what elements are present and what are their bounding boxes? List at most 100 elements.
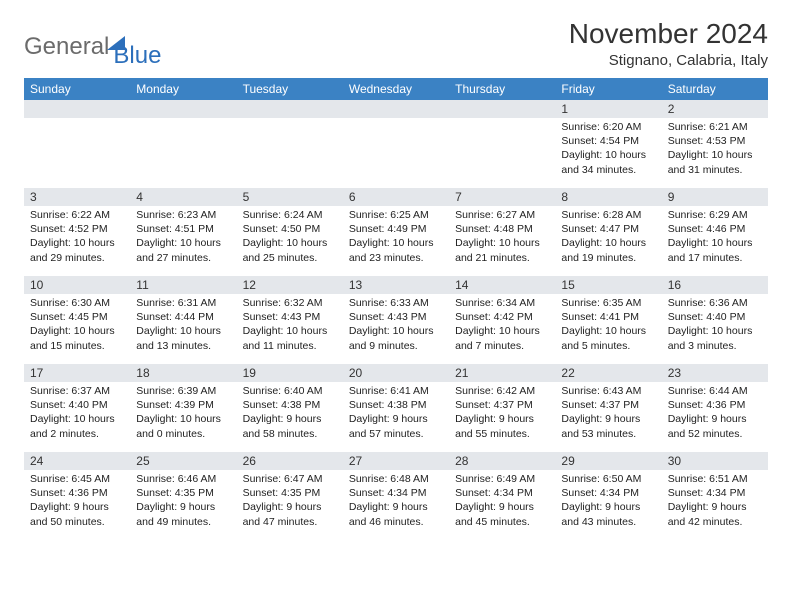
day-detail-line: Daylight: 10 hours and 21 minutes. — [455, 236, 549, 264]
day-details: Sunrise: 6:36 AMSunset: 4:40 PMDaylight:… — [662, 294, 768, 357]
day-number: 18 — [130, 364, 236, 382]
logo: General Blue — [24, 24, 161, 70]
day-details: Sunrise: 6:41 AMSunset: 4:38 PMDaylight:… — [343, 382, 449, 445]
day-number: 23 — [662, 364, 768, 382]
day-details: Sunrise: 6:51 AMSunset: 4:34 PMDaylight:… — [662, 470, 768, 533]
title-block: November 2024 Stignano, Calabria, Italy — [569, 18, 768, 69]
day-detail-line: Sunrise: 6:40 AM — [243, 384, 337, 398]
day-detail-line: Daylight: 10 hours and 13 minutes. — [136, 324, 230, 352]
calendar-cell: 14Sunrise: 6:34 AMSunset: 4:42 PMDayligh… — [449, 276, 555, 364]
day-detail-line: Sunset: 4:49 PM — [349, 222, 443, 236]
calendar-cell: 6Sunrise: 6:25 AMSunset: 4:49 PMDaylight… — [343, 188, 449, 276]
day-detail-line: Sunset: 4:54 PM — [561, 134, 655, 148]
day-number: 11 — [130, 276, 236, 294]
weekday-header: Sunday — [24, 78, 130, 100]
day-detail-line: Sunset: 4:46 PM — [668, 222, 762, 236]
day-number: 8 — [555, 188, 661, 206]
weekday-header: Friday — [555, 78, 661, 100]
day-detail-line: Daylight: 10 hours and 7 minutes. — [455, 324, 549, 352]
day-number: 29 — [555, 452, 661, 470]
day-detail-line: Sunset: 4:37 PM — [561, 398, 655, 412]
day-number: 28 — [449, 452, 555, 470]
day-number: 21 — [449, 364, 555, 382]
day-detail-line: Daylight: 10 hours and 5 minutes. — [561, 324, 655, 352]
day-details: Sunrise: 6:46 AMSunset: 4:35 PMDaylight:… — [130, 470, 236, 533]
day-number: 14 — [449, 276, 555, 294]
day-detail-line: Sunrise: 6:47 AM — [243, 472, 337, 486]
day-detail-line: Sunrise: 6:51 AM — [668, 472, 762, 486]
day-detail-line: Sunset: 4:34 PM — [455, 486, 549, 500]
day-detail-line: Sunset: 4:48 PM — [455, 222, 549, 236]
day-detail-line: Sunrise: 6:46 AM — [136, 472, 230, 486]
day-detail-line: Sunset: 4:41 PM — [561, 310, 655, 324]
day-detail-line: Sunset: 4:43 PM — [243, 310, 337, 324]
day-detail-line: Sunrise: 6:30 AM — [30, 296, 124, 310]
calendar-week-row: 10Sunrise: 6:30 AMSunset: 4:45 PMDayligh… — [24, 276, 768, 364]
day-details: Sunrise: 6:37 AMSunset: 4:40 PMDaylight:… — [24, 382, 130, 445]
day-detail-line: Sunrise: 6:27 AM — [455, 208, 549, 222]
day-detail-line: Sunset: 4:53 PM — [668, 134, 762, 148]
location-text: Stignano, Calabria, Italy — [569, 52, 768, 69]
day-detail-line: Daylight: 9 hours and 45 minutes. — [455, 500, 549, 528]
day-number — [24, 100, 130, 118]
day-detail-line: Daylight: 9 hours and 58 minutes. — [243, 412, 337, 440]
day-detail-line: Sunset: 4:47 PM — [561, 222, 655, 236]
day-detail-line: Sunset: 4:40 PM — [668, 310, 762, 324]
day-number: 1 — [555, 100, 661, 118]
day-detail-line: Daylight: 9 hours and 53 minutes. — [561, 412, 655, 440]
day-detail-line: Sunrise: 6:37 AM — [30, 384, 124, 398]
day-detail-line: Sunrise: 6:43 AM — [561, 384, 655, 398]
calendar-cell: 26Sunrise: 6:47 AMSunset: 4:35 PMDayligh… — [237, 452, 343, 540]
day-detail-line: Daylight: 9 hours and 55 minutes. — [455, 412, 549, 440]
day-details: Sunrise: 6:49 AMSunset: 4:34 PMDaylight:… — [449, 470, 555, 533]
day-detail-line: Sunset: 4:43 PM — [349, 310, 443, 324]
day-number: 10 — [24, 276, 130, 294]
weekday-header: Monday — [130, 78, 236, 100]
day-details: Sunrise: 6:31 AMSunset: 4:44 PMDaylight:… — [130, 294, 236, 357]
calendar-cell: 30Sunrise: 6:51 AMSunset: 4:34 PMDayligh… — [662, 452, 768, 540]
day-detail-line: Sunrise: 6:31 AM — [136, 296, 230, 310]
day-details: Sunrise: 6:40 AMSunset: 4:38 PMDaylight:… — [237, 382, 343, 445]
calendar-head: SundayMondayTuesdayWednesdayThursdayFrid… — [24, 78, 768, 100]
day-number: 9 — [662, 188, 768, 206]
day-detail-line: Sunrise: 6:42 AM — [455, 384, 549, 398]
calendar-cell: 17Sunrise: 6:37 AMSunset: 4:40 PMDayligh… — [24, 364, 130, 452]
calendar-cell: 12Sunrise: 6:32 AMSunset: 4:43 PMDayligh… — [237, 276, 343, 364]
day-detail-line: Daylight: 10 hours and 2 minutes. — [30, 412, 124, 440]
day-detail-line: Sunrise: 6:33 AM — [349, 296, 443, 310]
calendar-cell — [449, 100, 555, 188]
day-detail-line: Daylight: 10 hours and 34 minutes. — [561, 148, 655, 176]
day-detail-line: Daylight: 10 hours and 0 minutes. — [136, 412, 230, 440]
day-detail-line: Sunset: 4:51 PM — [136, 222, 230, 236]
calendar-week-row: 24Sunrise: 6:45 AMSunset: 4:36 PMDayligh… — [24, 452, 768, 540]
day-number: 13 — [343, 276, 449, 294]
calendar-cell: 11Sunrise: 6:31 AMSunset: 4:44 PMDayligh… — [130, 276, 236, 364]
calendar-cell: 5Sunrise: 6:24 AMSunset: 4:50 PMDaylight… — [237, 188, 343, 276]
day-detail-line: Daylight: 10 hours and 29 minutes. — [30, 236, 124, 264]
day-details — [237, 118, 343, 124]
day-number: 3 — [24, 188, 130, 206]
day-detail-line: Sunrise: 6:36 AM — [668, 296, 762, 310]
weekday-row: SundayMondayTuesdayWednesdayThursdayFrid… — [24, 78, 768, 100]
day-detail-line: Sunset: 4:35 PM — [136, 486, 230, 500]
day-detail-line: Sunset: 4:52 PM — [30, 222, 124, 236]
day-details: Sunrise: 6:23 AMSunset: 4:51 PMDaylight:… — [130, 206, 236, 269]
calendar-cell: 8Sunrise: 6:28 AMSunset: 4:47 PMDaylight… — [555, 188, 661, 276]
day-detail-line: Daylight: 10 hours and 9 minutes. — [349, 324, 443, 352]
calendar-cell: 28Sunrise: 6:49 AMSunset: 4:34 PMDayligh… — [449, 452, 555, 540]
day-detail-line: Sunset: 4:35 PM — [243, 486, 337, 500]
day-details: Sunrise: 6:50 AMSunset: 4:34 PMDaylight:… — [555, 470, 661, 533]
day-number: 4 — [130, 188, 236, 206]
day-detail-line: Sunrise: 6:50 AM — [561, 472, 655, 486]
day-detail-line: Sunrise: 6:49 AM — [455, 472, 549, 486]
calendar-cell: 1Sunrise: 6:20 AMSunset: 4:54 PMDaylight… — [555, 100, 661, 188]
page-header: General Blue November 2024 Stignano, Cal… — [24, 18, 768, 70]
day-detail-line: Sunrise: 6:34 AM — [455, 296, 549, 310]
day-number: 15 — [555, 276, 661, 294]
day-detail-line: Sunrise: 6:28 AM — [561, 208, 655, 222]
calendar-cell: 4Sunrise: 6:23 AMSunset: 4:51 PMDaylight… — [130, 188, 236, 276]
day-details: Sunrise: 6:32 AMSunset: 4:43 PMDaylight:… — [237, 294, 343, 357]
day-detail-line: Sunrise: 6:35 AM — [561, 296, 655, 310]
day-details — [343, 118, 449, 124]
day-detail-line: Sunrise: 6:21 AM — [668, 120, 762, 134]
